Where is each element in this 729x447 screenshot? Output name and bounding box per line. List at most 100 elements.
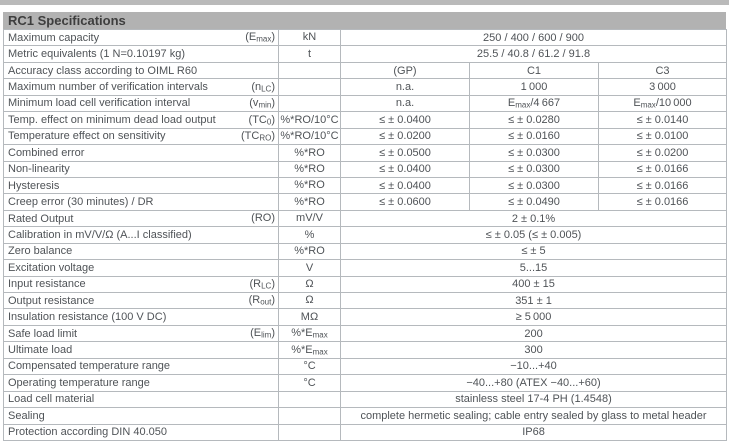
param-symbol: (vmin) — [249, 97, 275, 110]
param-cell: Compensated temperature range — [3, 358, 279, 376]
value-cell-gp: n.a. — [340, 95, 470, 113]
param-label: Minimum load cell verification interval — [8, 97, 191, 110]
value-cell: 5...15 — [339, 259, 727, 277]
param-cell: Ultimate load — [3, 341, 279, 359]
param-cell: Input resistance (RLC) — [3, 276, 279, 294]
unit-cell: %*RO — [278, 144, 341, 162]
row-metric-equivalents: Metric equivalents (1 N=0.10197 kg) t 25… — [3, 45, 727, 63]
value-cell: 250 / 400 / 600 / 900 — [339, 29, 727, 47]
param-symbol: (Emax) — [245, 31, 275, 44]
value-cell-gp: ≤ ± 0.0400 — [340, 161, 470, 178]
unit-cell — [278, 407, 341, 425]
value-cell-c1: ≤ ± 0.0280 — [469, 111, 599, 129]
value-cell: ≤ ± 0.05 (≤ ± 0.005) — [339, 226, 727, 244]
param-label: Combined error — [8, 146, 85, 159]
param-label: Temp. effect on minimum dead load output — [8, 113, 216, 126]
param-label: Insulation resistance (100 V DC) — [8, 311, 167, 324]
row-compensated-temp-range: Compensated temperature range °C −10...+… — [3, 358, 727, 376]
param-label: Non-linearity — [8, 163, 70, 176]
unit-cell — [278, 391, 341, 409]
row-temp-effect-sensitivity: Temperature effect on sensitivity (TCRO) … — [3, 128, 727, 146]
param-cell: Creep error (30 minutes) / DR — [3, 193, 279, 211]
param-cell: Load cell material — [3, 391, 279, 409]
value-cell-gp: ≤ ± 0.0500 — [340, 144, 470, 162]
value-cell-c3: ≤ ± 0.0200 — [597, 144, 727, 162]
unit-cell: % — [278, 226, 341, 244]
param-symbol: (Rout) — [248, 294, 275, 307]
value-cell-gp: n.a. — [340, 78, 470, 96]
value-cell-c1: ≤ ± 0.0160 — [469, 128, 599, 146]
param-label: Input resistance — [8, 278, 86, 291]
row-ultimate-load: Ultimate load %*Emax 300 — [3, 341, 727, 359]
param-cell: Calibration in mV/V/Ω (A...I classified) — [3, 226, 279, 244]
value-cell-c1: ≤ ± 0.0490 — [469, 193, 599, 211]
param-symbol: (TCRO) — [241, 130, 275, 143]
value-cell: stainless steel 17-4 PH (1.4548) — [339, 391, 727, 409]
value-cell-gp: ≤ ± 0.0600 — [340, 193, 470, 211]
param-label: Creep error (30 minutes) / DR — [8, 196, 154, 209]
param-cell: Temp. effect on minimum dead load output… — [3, 111, 279, 129]
unit-cell — [278, 95, 341, 113]
param-label: Output resistance — [8, 294, 95, 307]
row-maximum-capacity: Maximum capacity (Emax) kN 250 / 400 / 60… — [3, 29, 727, 47]
value-cell-c1: Emax/4 667 — [469, 95, 599, 113]
unit-cell: %*RO/10°C — [278, 128, 341, 146]
value-cell-gp: ≤ ± 0.0400 — [340, 111, 470, 129]
param-cell: Safe load limit (Elim) — [3, 325, 279, 343]
param-label: Ultimate load — [8, 344, 73, 357]
value-cell: −40...+80 (ATEX −40...+60) — [339, 374, 727, 392]
value-cell: ≤ ± 5 — [339, 243, 727, 261]
value-cell: IP68 — [339, 424, 727, 441]
value-cell-c1: ≤ ± 0.0300 — [469, 177, 599, 195]
value-cell: 200 — [339, 325, 727, 343]
param-label: Hysteresis — [8, 179, 60, 192]
value-cell: 300 — [339, 341, 727, 359]
unit-cell: Ω — [278, 276, 341, 294]
param-label: Maximum number of verification intervals — [8, 81, 208, 94]
row-verification-intervals: Maximum number of verification intervals… — [3, 78, 727, 96]
value-cell: −10...+40 — [339, 358, 727, 376]
row-min-verification-interval: Minimum load cell verification interval (… — [3, 95, 727, 113]
value-cell-c1: C1 — [469, 62, 599, 80]
row-operating-temp-range: Operating temperature range °C −40...+80… — [3, 374, 727, 392]
row-zero-balance: Zero balance %*RO ≤ ± 5 — [3, 243, 727, 261]
param-label: Excitation voltage — [8, 261, 95, 274]
unit-cell: %*Emax — [278, 341, 341, 359]
row-output-resistance: Output resistance (Rout) Ω 351 ± 1 — [3, 292, 727, 310]
param-cell: Metric equivalents (1 N=0.10197 kg) — [3, 45, 279, 63]
row-load-cell-material: Load cell material stainless steel 17-4 … — [3, 391, 727, 409]
param-label: Calibration in mV/V/Ω (A...I classified) — [8, 228, 192, 241]
unit-cell: MΩ — [278, 308, 341, 326]
param-cell: Operating temperature range — [3, 374, 279, 392]
unit-cell: %*RO — [278, 161, 341, 178]
param-cell: Maximum number of verification intervals… — [3, 78, 279, 96]
unit-cell: %*RO — [278, 177, 341, 195]
value-cell-c3: ≤ ± 0.0166 — [597, 161, 727, 178]
unit-cell: Ω — [278, 292, 341, 310]
section-title: RC1 Specifications — [8, 13, 126, 28]
param-cell: Protection according DIN 40.050 — [3, 424, 279, 441]
param-cell: Excitation voltage — [3, 259, 279, 277]
value-cell-c1: 1 000 — [469, 78, 599, 96]
unit-cell: mV/V — [278, 210, 341, 228]
unit-cell: V — [278, 259, 341, 277]
value-cell-c3: ≤ ± 0.0100 — [597, 128, 727, 146]
param-label: Safe load limit — [8, 327, 78, 340]
param-symbol: (nLC) — [251, 80, 275, 94]
value-cell-gp: (GP) — [340, 62, 470, 80]
value-cell: complete hermetic sealing; cable entry s… — [339, 407, 727, 425]
row-safe-load-limit: Safe load limit (Elim) %*Emax 200 — [3, 325, 727, 343]
param-symbol: (TC0) — [248, 113, 275, 127]
param-cell: Non-linearity — [3, 161, 279, 178]
unit-cell: °C — [278, 374, 341, 392]
value-cell: 400 ± 15 — [339, 276, 727, 294]
param-label: Maximum capacity — [8, 31, 100, 44]
unit-cell: °C — [278, 358, 341, 376]
param-label: Load cell material — [8, 393, 95, 406]
param-cell: Combined error — [3, 144, 279, 162]
param-symbol: (Elim) — [250, 327, 275, 340]
row-insulation-resistance: Insulation resistance (100 V DC) MΩ ≥ 5 … — [3, 308, 727, 326]
param-cell: Minimum load cell verification interval (… — [3, 95, 279, 113]
param-cell: Sealing — [3, 407, 279, 425]
